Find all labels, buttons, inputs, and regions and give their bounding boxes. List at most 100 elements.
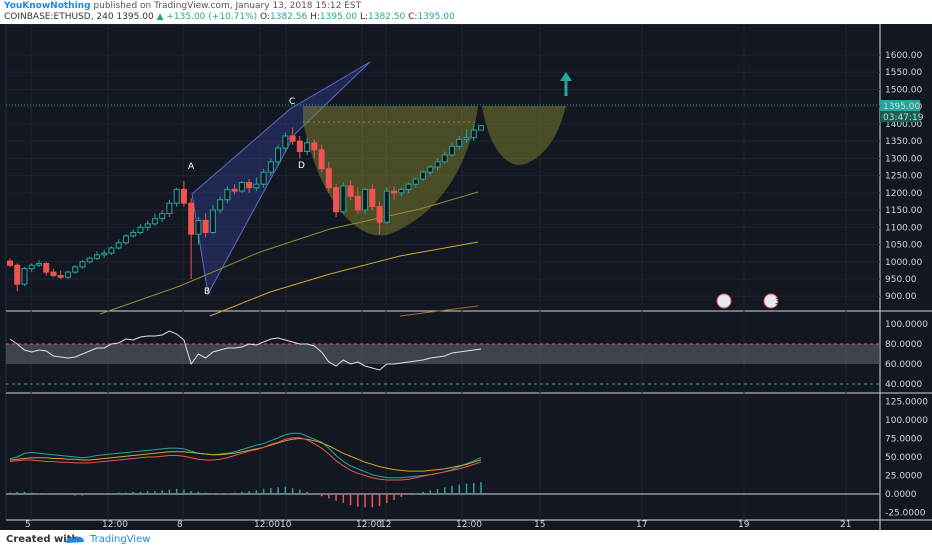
price-badge-bg bbox=[880, 100, 920, 111]
candle-body bbox=[195, 219, 202, 235]
macd-tick-label: 0.0000 bbox=[885, 490, 917, 500]
footer: Created with TradingView bbox=[0, 530, 932, 550]
rsi-tick-label: 40.0000 bbox=[885, 380, 922, 390]
event-flag-icon[interactable] bbox=[763, 293, 779, 309]
y-tick-label: 1050.00 bbox=[885, 241, 922, 251]
rsi-band bbox=[6, 344, 880, 364]
candle-body bbox=[304, 142, 311, 152]
candle-body bbox=[325, 168, 332, 189]
open-value: 1382.56 bbox=[270, 12, 308, 22]
candle-body bbox=[253, 183, 260, 189]
candle-body bbox=[275, 147, 282, 163]
high-label: H: bbox=[310, 12, 320, 22]
price-badges: 1395.00 03:47:19 bbox=[880, 100, 924, 123]
candle-body bbox=[21, 268, 28, 285]
candle-body bbox=[289, 135, 296, 142]
close-label: C: bbox=[408, 12, 418, 22]
pattern-overlays bbox=[6, 61, 880, 317]
candle-body bbox=[217, 199, 224, 211]
open-label: O: bbox=[260, 12, 270, 22]
rsi-tick-label: 80.0000 bbox=[885, 340, 922, 350]
x-tick-label: 10 bbox=[280, 520, 292, 530]
y-tick-label: 900.00 bbox=[885, 292, 917, 302]
macd-tick-label: 50.0000 bbox=[885, 453, 922, 463]
candle-body bbox=[72, 266, 79, 273]
author-link[interactable]: YouKnowNothing bbox=[4, 1, 91, 11]
macd-series-line bbox=[9, 437, 482, 472]
x-tick-label: 12 bbox=[380, 520, 391, 530]
ohlc-line: COINBASE:ETHUSD, 240 1395.00 ▲ +135.00 (… bbox=[4, 12, 455, 22]
y-tick-label: 1300.00 bbox=[885, 154, 922, 164]
candle-body bbox=[130, 231, 137, 237]
y-tick-label: 1200.00 bbox=[885, 189, 922, 199]
candle-body bbox=[347, 185, 354, 197]
candle-body bbox=[108, 247, 115, 254]
candle-body bbox=[398, 188, 405, 194]
candle-body bbox=[405, 183, 412, 190]
candle-body bbox=[311, 142, 318, 151]
candlestick-series bbox=[7, 123, 484, 292]
last-price: 1395.00 bbox=[116, 12, 154, 22]
plot-frame bbox=[5, 24, 881, 521]
chart-header: YouKnowNothing published on TradingView.… bbox=[0, 0, 932, 24]
candle-body bbox=[224, 188, 231, 201]
candle-body bbox=[412, 178, 419, 185]
candle-body bbox=[470, 129, 477, 139]
candle-body bbox=[354, 195, 361, 211]
candle-body bbox=[296, 140, 303, 152]
event-markers[interactable]: 2 3 bbox=[716, 293, 780, 309]
candle-body bbox=[420, 171, 427, 180]
y-tick-label: 1350.00 bbox=[885, 137, 922, 147]
candle-body bbox=[260, 171, 267, 185]
tradingview-brand[interactable]: TradingView bbox=[90, 534, 151, 545]
point-c-label: C bbox=[289, 97, 295, 107]
countdown-badge-bg bbox=[880, 111, 920, 122]
candle-body bbox=[50, 271, 57, 277]
y-tick-label: 1550.00 bbox=[885, 68, 922, 78]
handle-pattern-shape bbox=[482, 106, 566, 165]
y-tick-label: 950.00 bbox=[885, 275, 917, 285]
chart-canvas[interactable]: A B C D 2 3 900.00 950.00 1000.00 1050.00 11… bbox=[0, 24, 932, 530]
candle-body bbox=[173, 188, 180, 204]
point-a-label: A bbox=[188, 162, 195, 172]
macd-series-line bbox=[9, 432, 482, 479]
rsi-tick-label: 60.0000 bbox=[885, 360, 922, 370]
x-tick-label: 21 bbox=[840, 520, 851, 530]
pattern-point-labels: A B C D bbox=[188, 97, 305, 297]
candle-body bbox=[238, 182, 245, 192]
candle-body bbox=[340, 185, 347, 213]
macd-tick-label: 25.0000 bbox=[885, 472, 922, 482]
symbol-label[interactable]: COINBASE:ETHUSD, 240 bbox=[4, 12, 114, 22]
xabcd-pattern-shape bbox=[191, 61, 371, 296]
candle-body bbox=[7, 260, 13, 266]
cup-pattern-shape bbox=[303, 106, 478, 236]
candle-body bbox=[122, 235, 129, 244]
macd-series-line bbox=[9, 437, 482, 481]
candle-body bbox=[362, 188, 369, 211]
x-tick-label: 12:00 bbox=[102, 520, 128, 530]
ma-line-1 bbox=[99, 191, 479, 315]
candle-body bbox=[101, 252, 108, 256]
tradingview-logo-icon bbox=[66, 536, 84, 543]
candle-body bbox=[231, 188, 238, 192]
candle-body bbox=[427, 166, 434, 173]
candle-body bbox=[159, 213, 166, 220]
candle-body bbox=[43, 262, 50, 273]
publish-line: YouKnowNothing published on TradingView.… bbox=[4, 1, 361, 11]
candle-body bbox=[79, 261, 86, 268]
candle-body bbox=[282, 135, 289, 149]
candle-body bbox=[57, 275, 64, 278]
candle-body bbox=[180, 188, 187, 204]
y-tick-label: 1400.00 bbox=[885, 120, 922, 130]
candle-body bbox=[441, 154, 448, 163]
candle-body bbox=[115, 242, 122, 249]
close-value: 1395.00 bbox=[417, 12, 455, 22]
event-flag-icon[interactable] bbox=[716, 293, 732, 309]
x-tick-label: 8 bbox=[177, 520, 183, 530]
price-axis[interactable]: 900.00 950.00 1000.00 1050.00 1100.00 1150.00… bbox=[885, 51, 928, 519]
up-arrow-icon: ▲ bbox=[156, 12, 164, 22]
macd-tick-label: 75.0000 bbox=[885, 434, 922, 444]
candle-body bbox=[209, 209, 216, 233]
candle-body bbox=[28, 264, 35, 270]
